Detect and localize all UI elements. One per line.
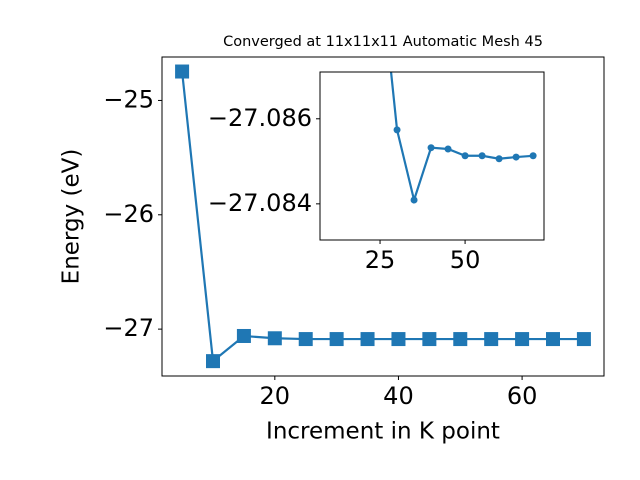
marker	[427, 144, 435, 152]
marker	[484, 332, 499, 347]
plot-area	[175, 64, 591, 369]
x-tick-label: 50	[450, 246, 481, 274]
inset-background	[320, 72, 544, 240]
marker	[546, 332, 560, 347]
marker	[478, 152, 486, 160]
y-tick-label: −26	[103, 200, 154, 228]
x-tick-label: 60	[507, 382, 538, 410]
axes-frame	[319, 71, 545, 241]
marker	[206, 354, 220, 369]
chart-title: Converged at 11x11x11 Automatic Mesh 45	[223, 34, 543, 50]
axes-frame	[161, 56, 605, 377]
y-tick-label: −27.086	[208, 104, 312, 132]
x-tick-label: 25	[365, 246, 396, 274]
y-axis-label: Energy (eV)	[59, 149, 85, 285]
plot-area	[389, 72, 537, 205]
y-tick-label: −27	[103, 314, 154, 342]
marker	[461, 152, 469, 160]
marker	[360, 332, 375, 347]
x-tick-label: 20	[260, 382, 291, 410]
marker	[391, 332, 406, 347]
marker	[410, 196, 418, 204]
y-tick-label: −25	[103, 85, 154, 113]
marker	[298, 332, 313, 347]
marker	[444, 145, 452, 153]
y-tick-label: −27.084	[208, 189, 312, 217]
marker	[453, 332, 468, 347]
marker	[515, 332, 530, 347]
marker	[267, 331, 282, 346]
marker	[529, 152, 537, 160]
marker	[175, 64, 190, 79]
x-axis-label: Increment in K point	[266, 419, 500, 445]
marker	[576, 332, 591, 347]
marker	[236, 328, 251, 343]
marker	[495, 155, 503, 163]
marker	[393, 126, 401, 134]
marker	[512, 153, 520, 161]
line	[389, 72, 534, 205]
marker	[422, 332, 437, 347]
marker	[329, 332, 344, 347]
x-tick-label: 40	[383, 382, 414, 410]
